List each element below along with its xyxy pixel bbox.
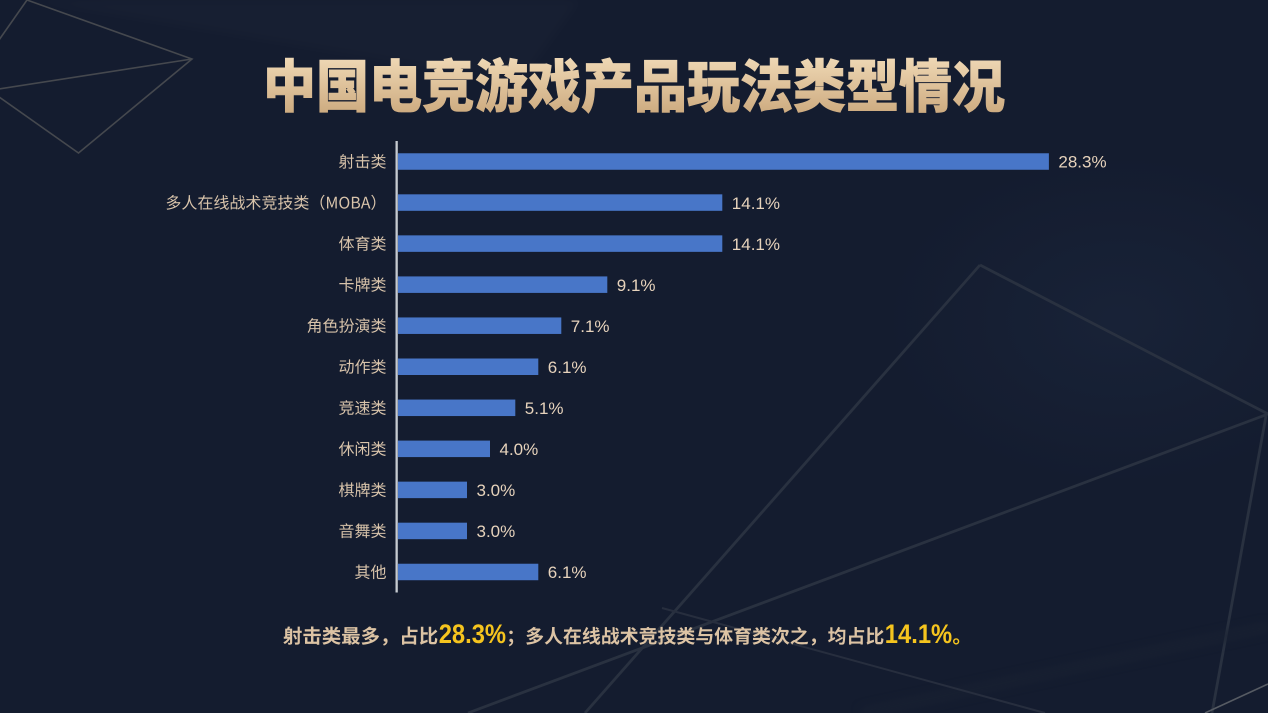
svg-text:14.1%: 14.1% [885, 620, 952, 650]
svg-text:6.1%: 6.1% [548, 358, 587, 377]
svg-text:9.1%: 9.1% [617, 276, 656, 295]
svg-text:7.1%: 7.1% [571, 317, 610, 336]
svg-text:6.1%: 6.1% [548, 563, 587, 582]
svg-text:14.1%: 14.1% [732, 194, 780, 213]
svg-text:28.3%: 28.3% [1058, 153, 1106, 172]
svg-text:14.1%: 14.1% [732, 235, 780, 254]
svg-text:3.0%: 3.0% [477, 522, 516, 541]
svg-text:4.0%: 4.0% [500, 440, 539, 459]
svg-text:28.3%: 28.3% [439, 620, 506, 650]
svg-text:3.0%: 3.0% [477, 481, 516, 500]
svg-text:5.1%: 5.1% [525, 399, 564, 418]
